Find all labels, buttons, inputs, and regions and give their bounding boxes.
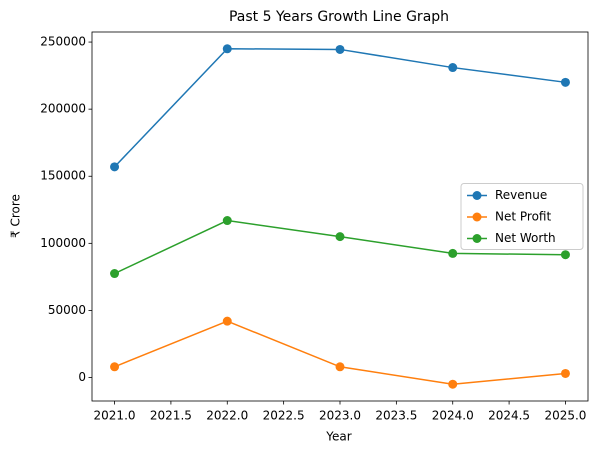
data-point xyxy=(448,248,458,258)
x-tick-label: 2024.0 xyxy=(432,409,474,423)
y-tick-label: 150000 xyxy=(40,169,86,183)
data-point xyxy=(560,77,570,87)
chart-title: Past 5 Years Growth Line Graph xyxy=(229,9,449,25)
data-point xyxy=(335,232,345,242)
data-point xyxy=(448,63,458,73)
legend-label: Net Profit xyxy=(495,210,551,224)
data-point xyxy=(335,44,345,54)
data-point xyxy=(448,379,458,389)
legend-marker xyxy=(472,212,482,222)
legend-label: Revenue xyxy=(495,188,547,202)
data-point xyxy=(222,216,232,226)
data-point xyxy=(222,316,232,326)
y-tick-label: 250000 xyxy=(40,35,86,49)
series-line xyxy=(114,320,566,385)
legend-marker xyxy=(472,191,482,200)
x-tick-label: 2023.5 xyxy=(375,409,417,423)
data-point xyxy=(110,269,120,279)
legend-label: Net Worth xyxy=(495,231,556,245)
legend-box xyxy=(460,183,584,250)
data-point xyxy=(222,44,232,54)
y-tick-label: 50000 xyxy=(48,303,86,317)
data-point xyxy=(560,368,570,378)
x-tick-label: 2022.5 xyxy=(263,409,305,423)
x-tick-label: 2023.0 xyxy=(319,409,361,423)
y-tick-label: 0 xyxy=(78,370,86,384)
x-axis-label: Year xyxy=(325,430,351,444)
x-tick-label: 2022.0 xyxy=(206,409,248,423)
data-point xyxy=(335,362,345,372)
y-tick-label: 100000 xyxy=(40,236,86,250)
data-point xyxy=(110,362,120,372)
y-axis-label: ₹ Crore xyxy=(9,194,23,238)
y-tick-label: 200000 xyxy=(40,102,86,116)
x-tick-label: 2025.0 xyxy=(544,409,586,423)
legend-marker xyxy=(472,234,482,243)
data-point xyxy=(110,162,120,172)
data-point xyxy=(560,250,570,260)
x-tick-label: 2024.5 xyxy=(488,409,530,423)
x-tick-label: 2021.5 xyxy=(150,409,192,423)
series-line xyxy=(114,48,566,168)
x-tick-label: 2021.0 xyxy=(94,409,136,423)
